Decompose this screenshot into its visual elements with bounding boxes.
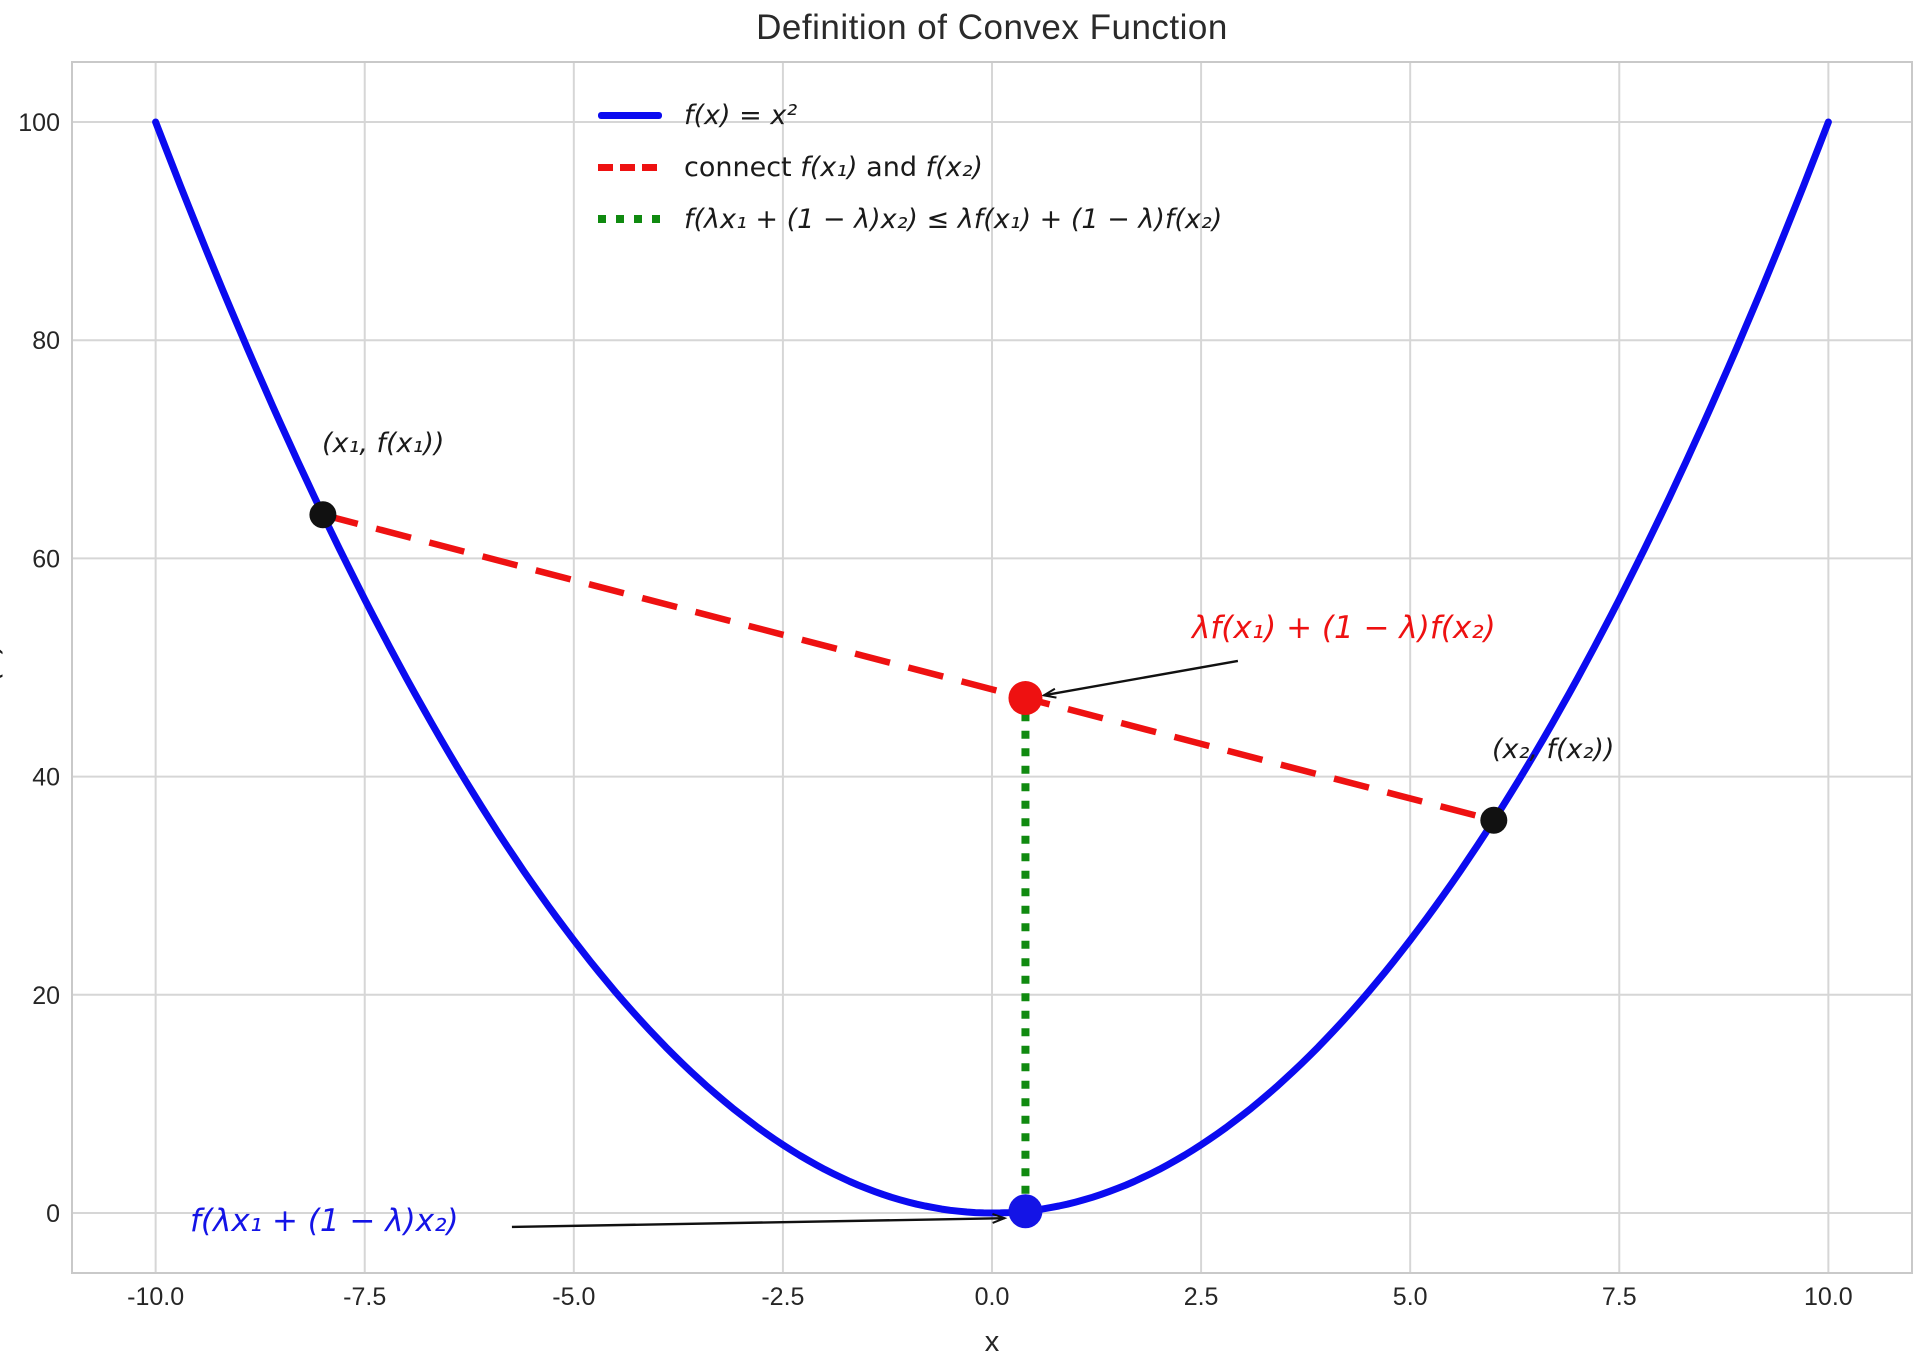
y-tick-label: 80: [32, 327, 60, 355]
x-tick-label: -10.0: [127, 1283, 184, 1311]
x-tick-label: 2.5: [1184, 1283, 1219, 1311]
x-tick-label: 10.0: [1804, 1283, 1853, 1311]
point-markers: [309, 501, 1508, 1229]
x-axis-label: x: [984, 1326, 1000, 1358]
point2-coordinate-label: (x₂, f(x₂)): [1492, 734, 1615, 765]
point-chord: [1008, 681, 1043, 716]
legend-swatch-red-dashed-line: [598, 163, 662, 171]
legend-item-inequality: f(λx₁ + (1 − λ)x₂) ≤ λf(x₁) + (1 − λ)f(x…: [598, 193, 1222, 245]
series-lines: [152, 118, 1832, 1217]
x-tick-label: 0.0: [975, 1283, 1010, 1311]
function-value-annotation: f(λx₁ + (1 − λ)x₂): [190, 1203, 459, 1239]
x-tick-label: 5.0: [1393, 1283, 1428, 1311]
legend-label-chord: connect f(x₁) and f(x₂): [684, 151, 983, 183]
x-tick-label: -2.5: [761, 1283, 804, 1311]
legend: f(x) = x² connect f(x₁) and f(x₂) f(λx₁ …: [598, 89, 1222, 245]
x-tick-label: -7.5: [343, 1283, 386, 1311]
annotation-arrows: [511, 659, 1239, 1229]
legend-swatch-green-dotted-line: [598, 215, 662, 223]
plot-title: Definition of Convex Function: [756, 8, 1228, 47]
legend-item-curve: f(x) = x²: [598, 89, 1222, 141]
legend-label-inequality: f(λx₁ + (1 − λ)x₂) ≤ λf(x₁) + (1 − λ)f(x…: [684, 203, 1223, 235]
chord-value-annotation: λf(x₁) + (1 − λ)f(x₂): [1192, 610, 1496, 646]
annotation-arrow: [1041, 659, 1239, 699]
y-tick-label: 20: [32, 982, 60, 1010]
legend-label-curve: f(x) = x²: [684, 99, 798, 131]
x-tick-label: 7.5: [1602, 1283, 1637, 1311]
plot-frame: [71, 61, 1913, 1274]
y-tick-label: 100: [18, 109, 60, 137]
annotation-arrow: [511, 1213, 1008, 1229]
chord-line: [322, 511, 1495, 824]
legend-item-chord: connect f(x₁) and f(x₂): [598, 141, 1222, 193]
x-tick-label: -5.0: [552, 1283, 595, 1311]
point1-coordinate-label: (x₁, f(x₁)): [322, 428, 445, 459]
axis-tick-labels: -10.0 -7.5 -5.0 -2.5 0.0 2.5 5.0 7.5 10.0 0 20 40 60…: [18, 109, 1852, 1311]
y-tick-label: 40: [32, 764, 60, 792]
legend-swatch-blue-solid-line: [598, 111, 662, 119]
point-function: [1008, 1194, 1043, 1229]
curve-fx: [152, 118, 1832, 1217]
point-x2: [1480, 806, 1508, 834]
point-x1: [309, 501, 337, 529]
y-tick-label: 60: [32, 545, 60, 573]
y-axis-label: f(x): [0, 640, 7, 693]
y-tick-label: 0: [46, 1200, 60, 1228]
